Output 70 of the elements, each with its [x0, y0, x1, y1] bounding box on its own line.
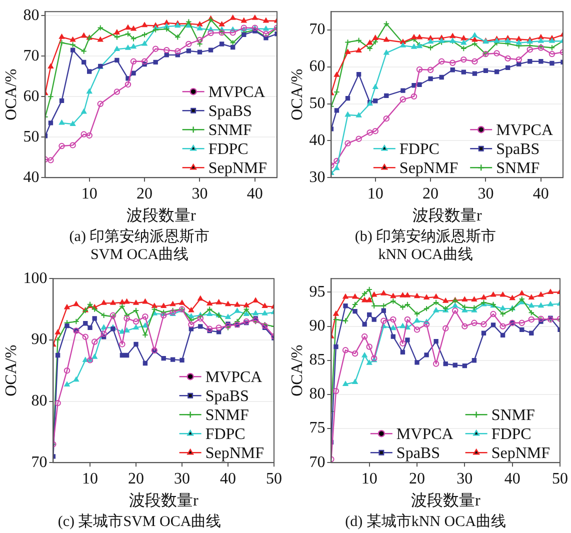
text: (d) 某城市kNN OCA曲线: [345, 512, 506, 530]
text: (a) 印第安纳派恩斯市 SVM OCA曲线: [69, 228, 210, 263]
x-axis-title: 波段数量r: [126, 206, 196, 225]
legend-label: SNMF: [491, 406, 535, 424]
x-tick-label: 20: [128, 470, 144, 488]
y-tick-label: 50: [23, 128, 40, 146]
legend-label: SpaBS: [496, 140, 540, 158]
x-axis-title: 波段数量r: [410, 492, 481, 510]
legend-label: MVPCA: [396, 426, 454, 443]
y-tick-label: 70: [23, 47, 40, 64]
text: (c) 某城市SVM OCA曲线: [58, 512, 222, 530]
legend-label: SepNMF: [205, 444, 264, 462]
x-tick-label: 40: [504, 470, 520, 488]
x-axis-title: 波段数量r: [128, 492, 199, 510]
y-tick-label: 80: [309, 386, 326, 403]
x-axis-title: 波段数量r: [412, 206, 482, 225]
legend-label: SpaBS: [396, 444, 440, 462]
legend-label: SpaBS: [205, 388, 249, 405]
legend-label: MVPCA: [205, 368, 263, 386]
y-tick-label: 70: [309, 454, 326, 471]
legend-label: SNMF: [496, 160, 540, 177]
x-tick-label: 10: [361, 470, 378, 488]
x-tick-label: 10: [81, 185, 98, 202]
legend-label: SepNMF: [399, 160, 458, 177]
legend-label: MVPCA: [208, 84, 266, 101]
x-tick-label: 50: [552, 470, 568, 488]
y-tick-label: 60: [23, 88, 40, 105]
x-tick-label: 30: [478, 185, 494, 202]
y-tick-label: 85: [309, 352, 326, 369]
x-tick-label: 30: [192, 185, 208, 202]
legend-label: SNMF: [205, 406, 249, 424]
x-tick-label: 30: [174, 470, 190, 488]
x-tick-label: 20: [409, 470, 425, 488]
y-tick-label: 80: [23, 6, 40, 24]
y-axis-title: OCA/%: [288, 68, 306, 120]
y-tick-label: 90: [31, 331, 48, 348]
legend-label: SpaBS: [208, 102, 252, 120]
y-tick-label: 100: [23, 270, 48, 287]
x-tick-label: 30: [456, 470, 473, 488]
y-tick-label: 60: [309, 58, 326, 76]
x-tick-label: 50: [266, 470, 282, 488]
y-tick-label: 75: [309, 420, 326, 437]
text: (b) 印第安纳派恩斯市 kNN OCA曲线: [354, 228, 496, 263]
y-tick-label: 80: [31, 392, 48, 410]
legend-label: FDPC: [399, 140, 440, 158]
y-tick-label: 40: [23, 168, 40, 186]
x-tick-label: 20: [422, 185, 439, 202]
legend-label: FDPC: [491, 426, 532, 443]
legend-label: SepNMF: [491, 444, 550, 462]
y-tick-label: 30: [309, 168, 326, 186]
legend-label: FDPC: [205, 426, 246, 443]
x-tick-label: 40: [532, 185, 549, 202]
y-tick-label: 50: [309, 95, 326, 112]
legend-label: FDPC: [208, 140, 248, 158]
y-axis-title: OCA/%: [2, 68, 20, 120]
legend-label: SepNMF: [208, 160, 268, 177]
y-axis-title: OCA/%: [288, 344, 306, 396]
x-tick-label: 10: [82, 470, 98, 488]
y-tick-label: 95: [309, 283, 326, 300]
y-tick-label: 70: [31, 454, 48, 471]
y-tick-label: 90: [309, 318, 326, 335]
y-tick-label: 40: [309, 132, 326, 149]
legend-label: SNMF: [208, 122, 252, 139]
x-tick-label: 20: [136, 185, 153, 202]
y-axis-title: OCA/%: [2, 344, 20, 396]
x-tick-label: 40: [246, 185, 263, 202]
x-tick-label: 40: [220, 470, 236, 488]
y-tick-label: 70: [309, 21, 326, 38]
x-tick-label: 10: [367, 185, 384, 202]
legend-label: MVPCA: [496, 122, 554, 139]
